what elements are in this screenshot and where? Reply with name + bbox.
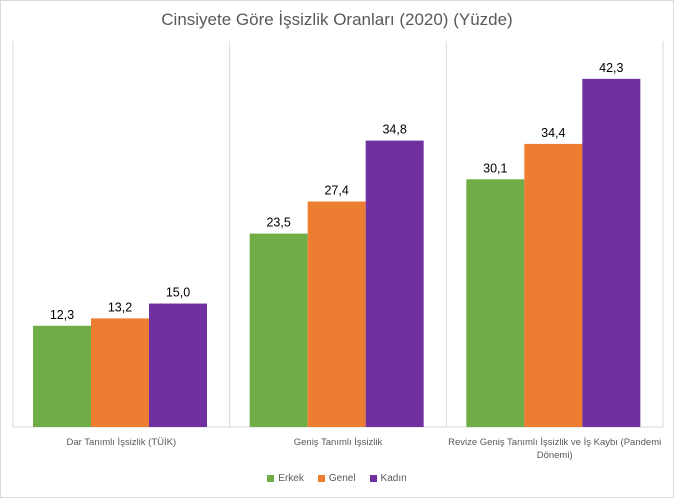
data-label: 42,3 (599, 61, 623, 75)
bar-genel-1 (307, 201, 366, 427)
data-label: 12,3 (50, 308, 74, 322)
legend-label: Erkek (278, 473, 304, 484)
bar-erkek-2 (466, 179, 525, 427)
legend-label: Genel (328, 473, 356, 484)
legend-item-erkek: Erkek (267, 473, 304, 484)
legend-item-genel: Genel (317, 473, 356, 484)
data-label: 23,5 (266, 216, 290, 230)
x-tick-label: Geniş Tanımlı İşsizlik (294, 437, 383, 448)
legend-swatch (317, 475, 325, 482)
legend-item-kadın: Kadın (369, 473, 407, 484)
bar-genel-2 (524, 143, 583, 427)
legend-label: Kadın (380, 473, 407, 484)
x-tick-label: Dönemi) (537, 450, 573, 461)
x-tick-label: Dar Tanımlı İşsizlik (TÜİK) (67, 437, 177, 448)
data-label: 34,4 (541, 126, 565, 140)
bar-erkek-1 (249, 233, 308, 427)
legend-swatch (369, 475, 377, 482)
bar-kadın-0 (149, 303, 207, 427)
chart-legend: Erkek Genel Kadın (1, 473, 673, 484)
bar-kadın-1 (365, 140, 424, 427)
data-label: 15,0 (166, 286, 190, 300)
data-label: 13,2 (108, 300, 132, 314)
data-label: 34,8 (382, 123, 406, 137)
data-label: 27,4 (324, 183, 348, 197)
legend-swatch (267, 475, 275, 482)
chart-title: Cinsiyete Göre İşsizlik Oranları (2020) … (161, 10, 513, 29)
x-tick-label: Revize Geniş Tanımlı İşsizlik ve İş Kayb… (448, 437, 661, 448)
bar-genel-0 (91, 318, 149, 427)
bar-kadın-2 (582, 78, 641, 427)
data-label: 30,1 (483, 161, 507, 175)
bar-erkek-0 (33, 325, 91, 427)
bar-chart-plot: 12,3 13,2 15,0 Dar Tanımlı İşsizlik (TÜİK) 2… (12, 41, 664, 461)
